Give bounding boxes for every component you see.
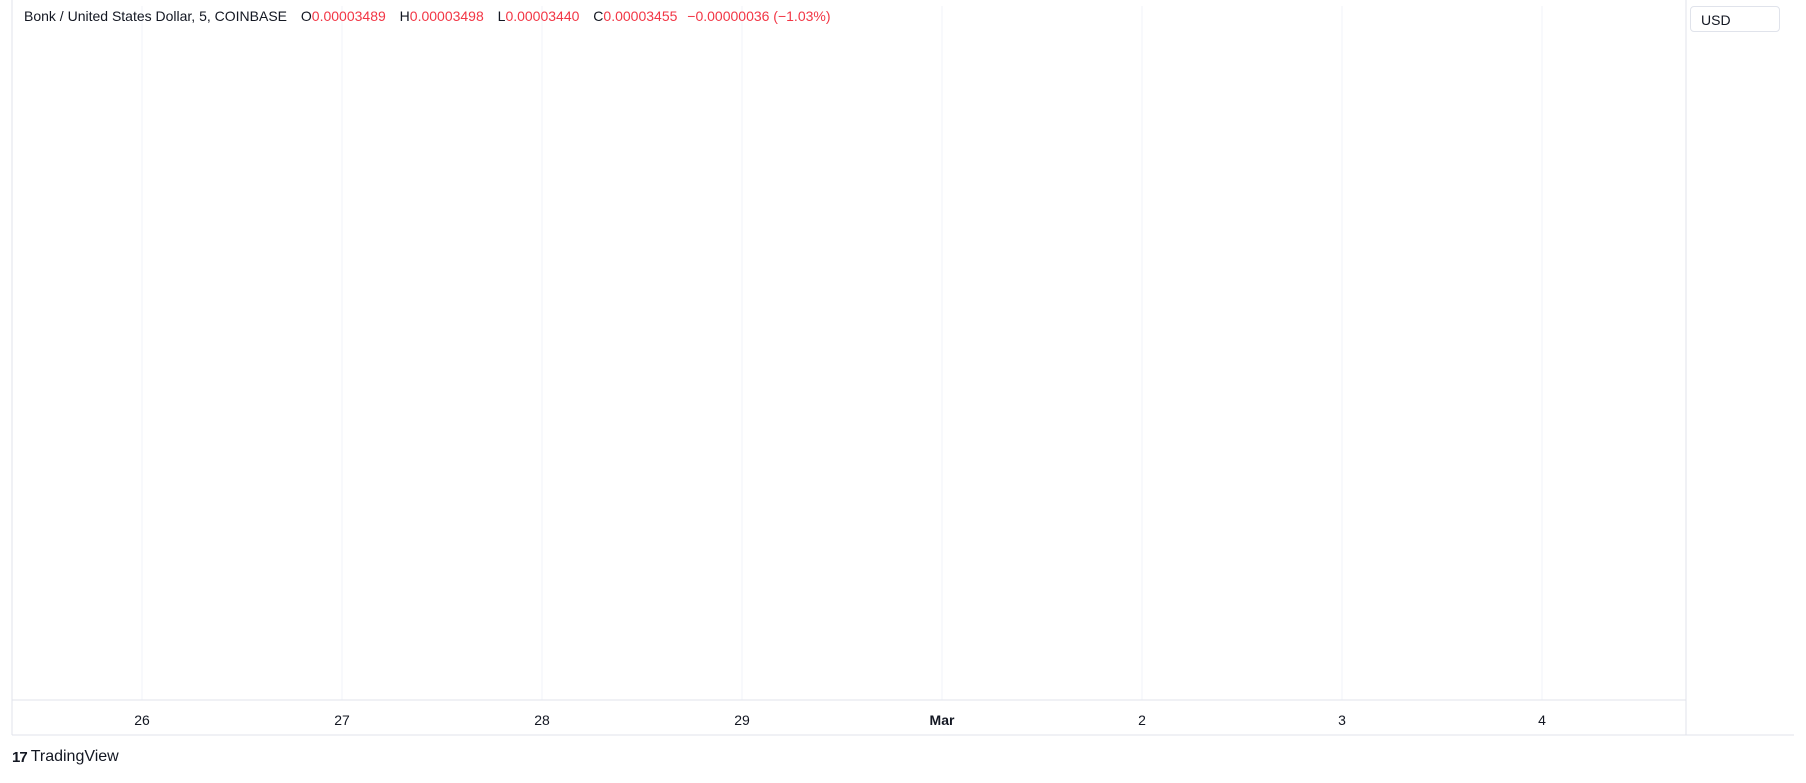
chart-grid [141, 6, 1543, 700]
chart-axes: 0.000036000.000034000.000032000.00003000… [11, 0, 1794, 736]
x-tick-label: 29 [734, 712, 750, 728]
x-tick-label: 27 [334, 712, 350, 728]
x-tick-label: 28 [534, 712, 550, 728]
ohlc-legend: Bonk / United States Dollar, 5, COINBASE… [24, 8, 831, 24]
x-tick-label: Mar [930, 712, 955, 728]
close-value: 0.00003455 [603, 8, 678, 24]
currency-button[interactable]: USD [1690, 6, 1780, 32]
symbol-title[interactable]: Bonk / United States Dollar, 5, COINBASE [24, 8, 288, 24]
x-tick-label: 26 [134, 712, 150, 728]
open-value: 0.00003489 [311, 8, 386, 24]
high-label: H [399, 8, 410, 24]
open-label: O [300, 8, 312, 24]
tradingview-brand[interactable]: 17 TradingView [12, 748, 119, 766]
low-value: 0.00003440 [505, 8, 580, 24]
tradingview-logo-icon: 17 [12, 748, 28, 766]
x-tick-label: 4 [1538, 712, 1546, 728]
high-value: 0.00003498 [409, 8, 484, 24]
x-tick-label: 2 [1138, 712, 1146, 728]
close-label: C [593, 8, 604, 24]
x-tick-label: 3 [1338, 712, 1346, 728]
change-value: −0.00000036 (−1.03%) [687, 8, 831, 24]
brand-name: TradingView [30, 748, 119, 765]
low-label: L [497, 8, 506, 24]
